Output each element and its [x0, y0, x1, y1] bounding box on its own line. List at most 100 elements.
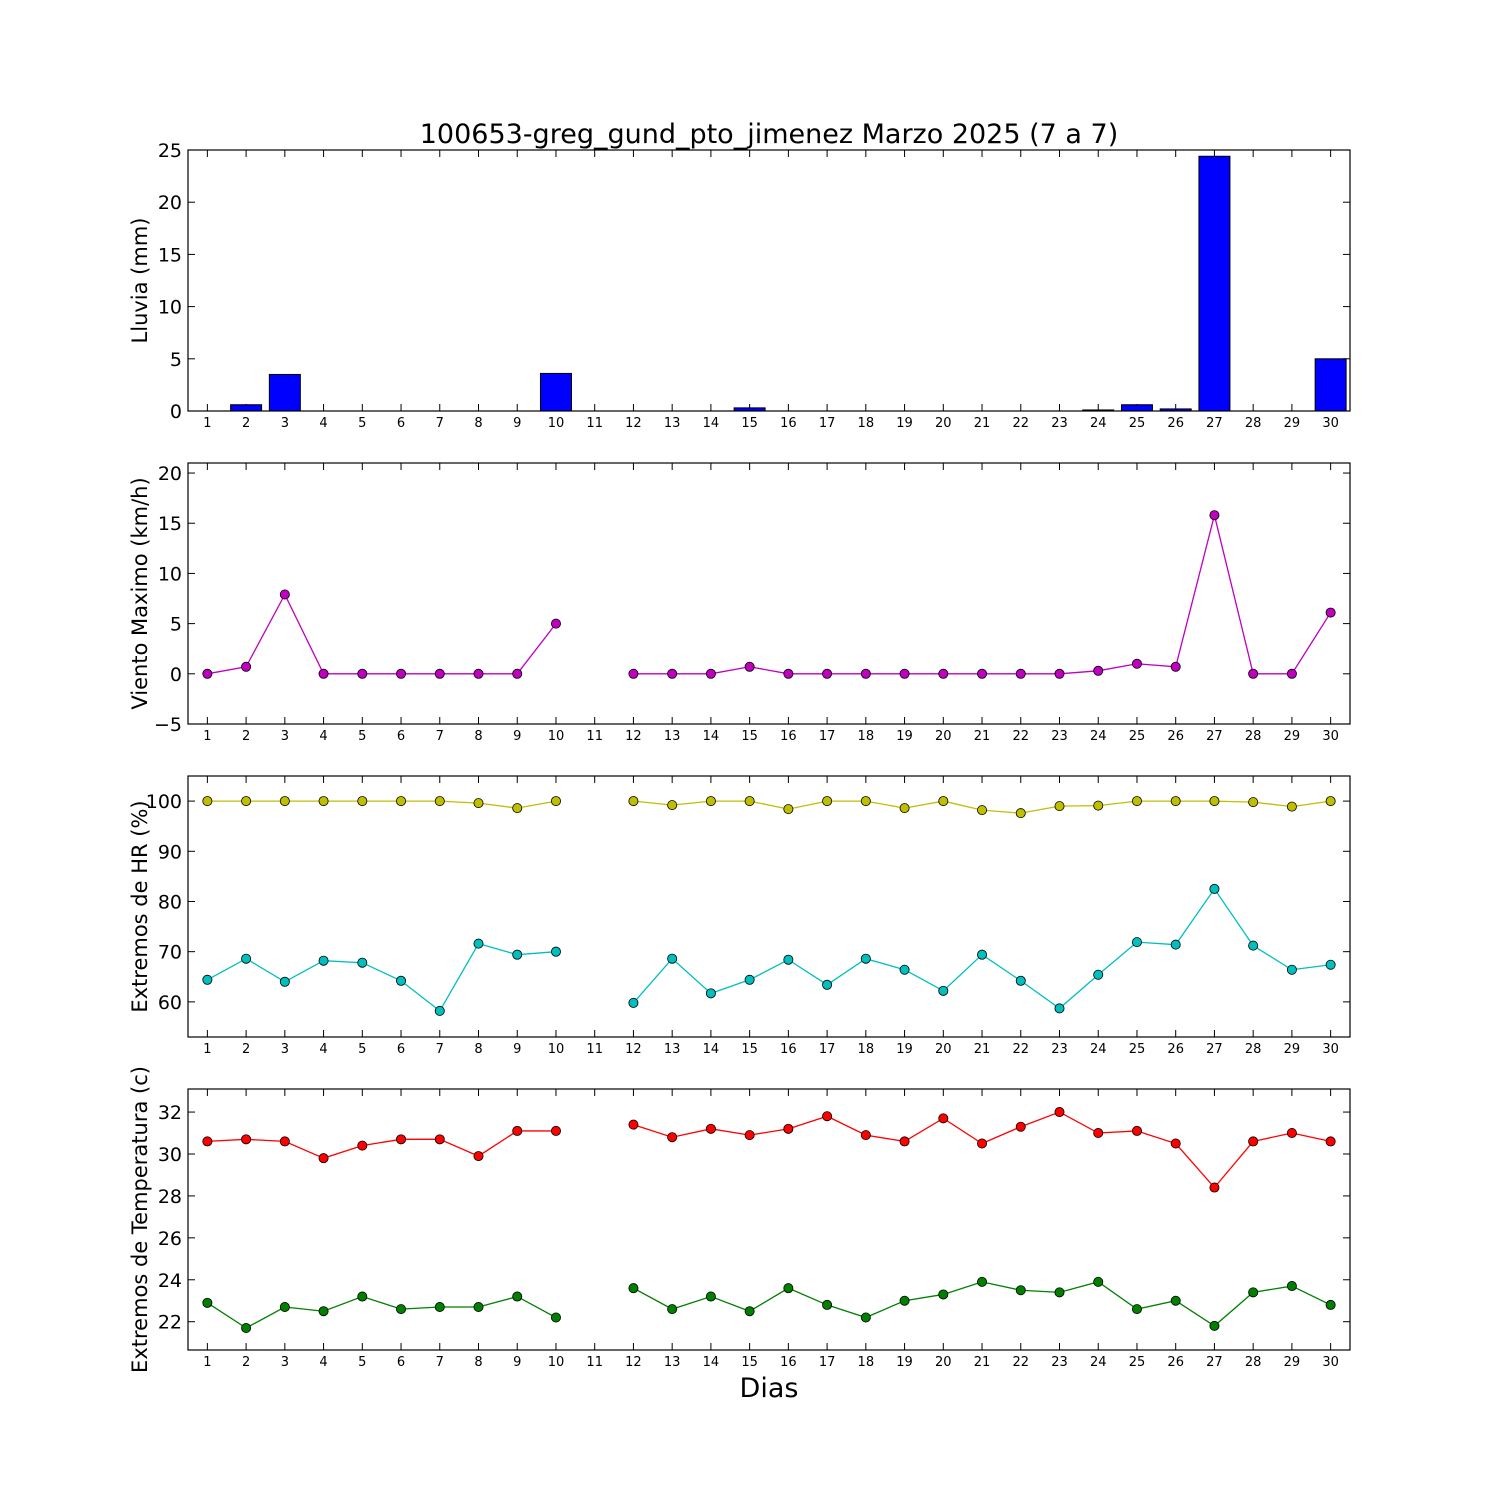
data-point	[434, 1005, 445, 1016]
data-point	[822, 796, 833, 807]
data-point	[512, 949, 523, 960]
data-point	[1015, 975, 1026, 986]
data-point	[473, 938, 484, 949]
x-tick-label: 3	[281, 416, 289, 431]
x-tick-label: 24	[1090, 1042, 1107, 1057]
rain-bar	[539, 372, 572, 412]
x-tick-label: 19	[896, 1355, 913, 1370]
y-tick-label: 10	[158, 297, 182, 319]
data-point	[396, 1134, 407, 1145]
data-point	[744, 796, 755, 807]
x-tick-label: 18	[858, 729, 875, 744]
data-point	[1015, 1121, 1026, 1132]
x-tick-label: 6	[397, 416, 405, 431]
data-point	[1054, 1107, 1065, 1118]
plot-frame	[187, 775, 1351, 1038]
x-tick-label: 8	[474, 416, 482, 431]
data-point	[279, 1302, 290, 1313]
data-point	[1286, 964, 1297, 975]
x-tick-label: 17	[819, 416, 836, 431]
data-point	[705, 988, 716, 999]
data-point	[977, 805, 988, 816]
data-point	[1015, 668, 1026, 679]
data-point	[860, 1312, 871, 1323]
x-tick-label: 20	[935, 1042, 952, 1057]
x-tick-label: 18	[858, 1355, 875, 1370]
data-point	[744, 1130, 755, 1141]
data-point	[628, 1283, 639, 1294]
data-point	[550, 618, 561, 629]
data-point	[1286, 801, 1297, 812]
data-point	[822, 979, 833, 990]
x-tick-label: 14	[703, 729, 720, 744]
x-tick-label: 6	[397, 1042, 405, 1057]
x-tick-label: 16	[780, 729, 797, 744]
x-tick-label: 11	[586, 729, 603, 744]
x-tick-label: 26	[1167, 729, 1184, 744]
x-tick-label: 22	[1012, 1042, 1029, 1057]
x-tick-label: 3	[281, 1355, 289, 1370]
x-tick-label: 5	[358, 729, 366, 744]
data-point	[1286, 668, 1297, 679]
x-tick-label: 1	[203, 416, 211, 431]
data-point	[202, 668, 213, 679]
x-tick-label: 4	[319, 1355, 327, 1370]
y-axis-label: Viento Maximo (km/h)	[128, 477, 152, 709]
data-point	[783, 954, 794, 965]
y-tick-label: 28	[158, 1186, 182, 1208]
x-tick-label: 19	[896, 416, 913, 431]
data-point	[899, 1295, 910, 1306]
x-axis-label: Dias	[740, 1373, 799, 1404]
data-point	[512, 668, 523, 679]
x-tick-label: 25	[1129, 1355, 1146, 1370]
data-point	[357, 1291, 368, 1302]
x-tick-label: 29	[1284, 729, 1301, 744]
x-tick-label: 30	[1322, 1355, 1339, 1370]
data-point	[977, 949, 988, 960]
data-point	[977, 668, 988, 679]
x-tick-label: 13	[664, 416, 681, 431]
data-point	[705, 668, 716, 679]
rain-bar	[1120, 404, 1153, 412]
x-tick-label: 12	[625, 1355, 642, 1370]
x-tick-label: 15	[741, 416, 758, 431]
y-tick-label: 20	[158, 463, 182, 485]
data-point	[938, 668, 949, 679]
data-point	[860, 1130, 871, 1141]
x-tick-label: 13	[664, 1355, 681, 1370]
data-point	[1015, 1285, 1026, 1296]
data-point	[473, 1302, 484, 1313]
y-tick-label: 90	[158, 841, 182, 863]
x-tick-label: 12	[625, 1042, 642, 1057]
data-point	[1170, 1138, 1181, 1149]
data-point	[434, 1302, 445, 1313]
data-point	[1170, 796, 1181, 807]
y-tick-label: 5	[170, 349, 182, 371]
x-tick-label: 7	[436, 1042, 444, 1057]
data-point	[628, 796, 639, 807]
x-tick-label: 26	[1167, 416, 1184, 431]
data-point	[628, 997, 639, 1008]
data-point	[1209, 1320, 1220, 1331]
plot-frame	[187, 1088, 1351, 1351]
data-point	[667, 953, 678, 964]
x-tick-label: 17	[819, 1355, 836, 1370]
rain-bar	[1314, 358, 1347, 412]
data-point	[279, 589, 290, 600]
data-point	[434, 1134, 445, 1145]
x-tick-label: 5	[358, 1355, 366, 1370]
y-tick-label: 24	[158, 1270, 182, 1292]
x-tick-label: 6	[397, 1355, 405, 1370]
x-tick-label: 22	[1012, 416, 1029, 431]
y-tick-label: 60	[158, 992, 182, 1014]
x-tick-label: 4	[319, 729, 327, 744]
data-point	[396, 668, 407, 679]
data-point	[1209, 510, 1220, 521]
data-point	[822, 668, 833, 679]
data-point	[1054, 668, 1065, 679]
x-tick-label: 11	[586, 1042, 603, 1057]
data-point	[318, 955, 329, 966]
y-tick-label: 25	[158, 140, 182, 162]
